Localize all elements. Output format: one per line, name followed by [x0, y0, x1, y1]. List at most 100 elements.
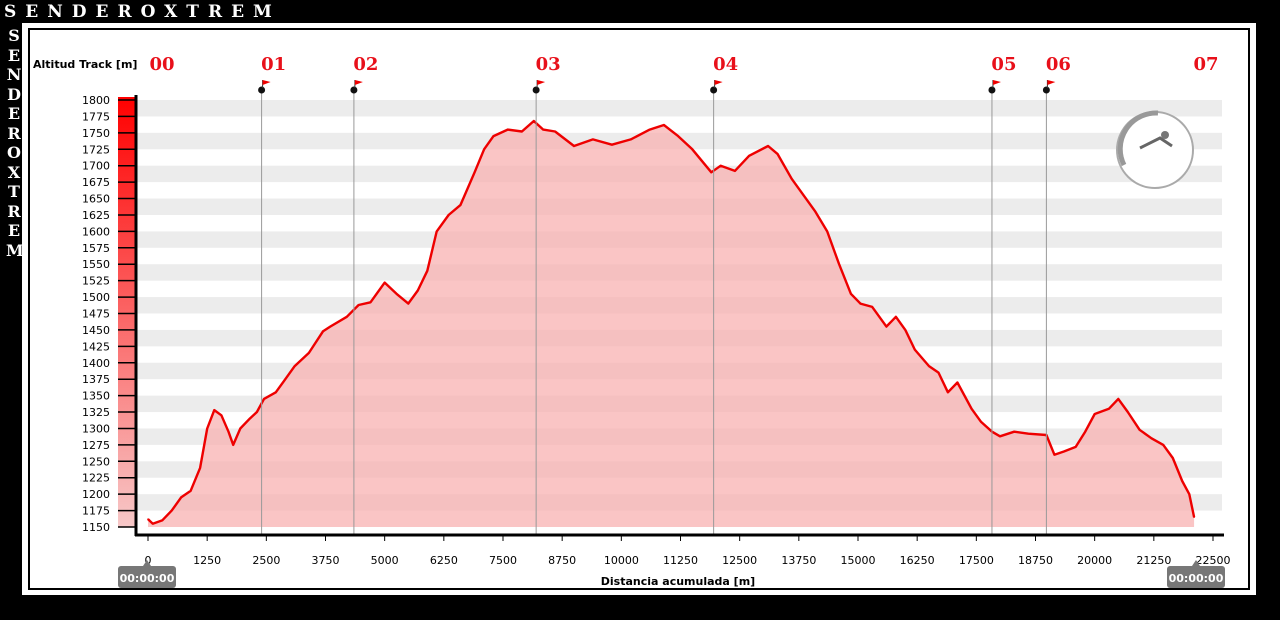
elevation-point [937, 371, 940, 374]
y-tick-label: 1275 [82, 439, 110, 452]
elevation-point [492, 135, 495, 137]
elevation-point [956, 381, 959, 384]
elevation-point [980, 421, 982, 423]
x-tick-label: 16250 [900, 554, 935, 567]
elevation-point [611, 143, 613, 146]
waypoint-02: 02 [350, 54, 378, 535]
elevation-point [1150, 437, 1153, 440]
elevation-point [1193, 516, 1195, 518]
elevation-point [970, 407, 973, 410]
elevation-point [1053, 453, 1056, 456]
elevation-point [180, 496, 182, 499]
elevation-point [826, 230, 829, 233]
elevation-point [483, 148, 485, 151]
elevation-point [232, 444, 234, 446]
elevation-point [734, 170, 736, 172]
waypoint-marker [1042, 86, 1050, 94]
elevation-point [227, 430, 230, 433]
elevation-point [189, 490, 192, 492]
y-tick-label: 1725 [82, 143, 110, 156]
elevation-point [928, 365, 930, 367]
elevation-point [1013, 430, 1015, 433]
elevation-point [630, 138, 632, 141]
waypoint-marker [988, 86, 996, 94]
elevation-point [417, 289, 419, 292]
time-start-badge: 00:00:00 [118, 560, 176, 588]
flag-icon [262, 80, 271, 85]
x-tick-label: 3750 [312, 554, 340, 567]
elevation-point [329, 325, 332, 328]
x-tick-label: 21250 [1136, 554, 1171, 567]
y-tick-label: 1375 [82, 373, 110, 386]
elevation-point [776, 153, 779, 155]
altitude-gauge [118, 97, 136, 527]
waypoint-label: 07 [1194, 54, 1219, 75]
elevation-point [814, 210, 817, 213]
y-tick-label: 1150 [82, 521, 110, 534]
x-tick-label: 0 [145, 554, 152, 567]
elevation-point [407, 302, 410, 305]
x-tick-label: 2500 [252, 554, 280, 567]
time-start-label: 00:00:00 [120, 572, 175, 585]
y-tick-label: 1575 [82, 242, 110, 255]
x-tick-label: 11250 [663, 554, 698, 567]
elevation-point [748, 155, 750, 157]
y-tick-label: 1500 [82, 291, 110, 304]
elevation-point [1138, 428, 1141, 431]
y-tick-label: 1300 [82, 422, 110, 435]
elevation-point [850, 292, 852, 295]
elevation-point [275, 391, 277, 394]
x-tick-label: 18750 [1018, 554, 1053, 567]
elevation-point [435, 230, 438, 233]
elevation-point [293, 365, 296, 367]
elevation-point [263, 398, 265, 400]
y-tick-label: 1325 [82, 406, 110, 419]
elevation-point [677, 135, 679, 137]
waypoint-03: 03 [532, 54, 561, 535]
elevation-point [506, 128, 509, 131]
x-tick-label: 22500 [1196, 554, 1231, 567]
y-tick-label: 1350 [82, 390, 110, 403]
elevation-point [1188, 493, 1191, 495]
y-tick-label: 1450 [82, 324, 110, 337]
waypoint-label: 04 [713, 54, 738, 75]
brand-title-top: SENDEROXTREM [4, 2, 281, 22]
elevation-point [999, 435, 1001, 438]
x-tick-label: 5000 [371, 554, 399, 567]
waypoint-marker [350, 86, 358, 94]
flag-icon [354, 80, 363, 85]
elevation-point [532, 120, 535, 122]
x-tick-label: 15000 [841, 554, 876, 567]
waypoint-00: 00 [149, 54, 174, 75]
elevation-point [161, 519, 163, 522]
x-tick-label: 12500 [722, 554, 757, 567]
elevation-point [1074, 446, 1077, 448]
elevation-point [542, 128, 545, 131]
y-tick-label: 1400 [82, 357, 110, 370]
elevation-point [357, 304, 360, 306]
elevation-point [1181, 480, 1184, 482]
elevation-point [447, 214, 450, 216]
brand-title-side: SENDEROXTREM [6, 26, 24, 260]
waypoint-label: 06 [1046, 54, 1071, 75]
x-tick-label: 8750 [548, 554, 576, 567]
elevation-point [790, 178, 793, 180]
x-tick-label: 20000 [1077, 554, 1112, 567]
elevation-point [767, 145, 769, 147]
elevation-point [473, 171, 476, 174]
elevation-point [459, 204, 462, 206]
y-tick-label: 1225 [82, 472, 110, 485]
y-tick-label: 1525 [82, 275, 110, 288]
elevation-point [592, 138, 594, 141]
waypoint-label: 03 [536, 54, 561, 75]
y-tick-label: 1200 [82, 488, 110, 501]
elevation-point [322, 330, 324, 333]
elevation-point [308, 352, 310, 354]
elevation-point [199, 467, 201, 469]
y-tick-label: 1775 [82, 110, 110, 123]
elevation-point [395, 292, 398, 295]
elevation-point [220, 414, 223, 417]
y-tick-label: 1800 [82, 94, 110, 107]
y-tick-label: 1650 [82, 193, 110, 206]
elevation-point [256, 411, 258, 413]
